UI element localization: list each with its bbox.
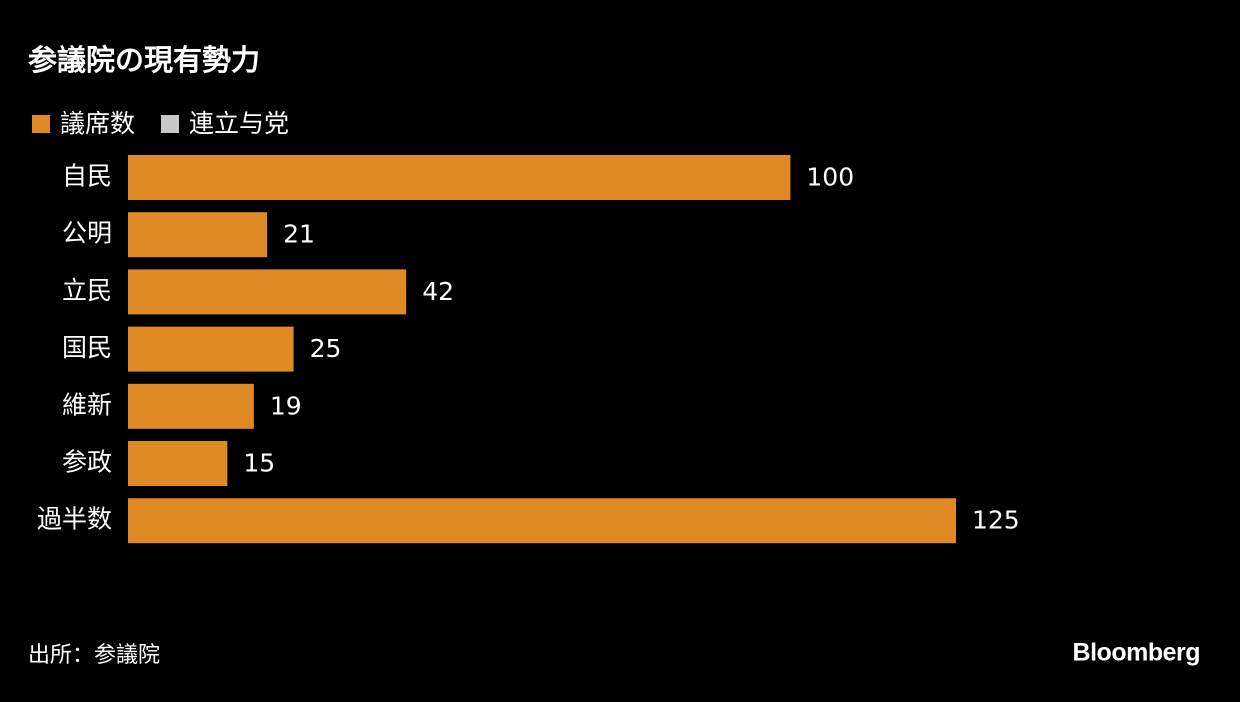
y-tick-label: 維新 [62,390,112,419]
y-tick-label: 過半数 [37,505,112,534]
bar [128,155,791,200]
value-label: 25 [310,334,342,363]
y-tick-label: 自民 [62,162,112,191]
brand-logo: Bloomberg [1073,639,1200,667]
legend-label: 議席数 [60,109,135,138]
chart-title: 参議院の現有勢力 [28,43,260,77]
value-label: 15 [243,449,275,478]
bar [128,269,407,315]
legend-label: 連立与党 [189,109,289,138]
value-label: 19 [270,391,302,420]
bar [128,441,228,486]
bar [128,212,268,258]
y-tick-label: 参政 [62,448,112,477]
bar [128,498,956,544]
value-label: 100 [806,163,854,192]
y-tick-label: 立民 [62,276,112,305]
value-label: 21 [283,220,315,249]
source: 出所：参議院 [28,643,160,668]
legend-swatch [32,115,50,133]
bar [128,383,254,429]
bar [128,326,294,372]
y-tick-label: 公明 [62,219,112,248]
value-label: 42 [422,277,454,306]
value-label: 125 [972,506,1020,535]
y-tick-label: 国民 [62,333,112,362]
legend-swatch [161,115,180,133]
